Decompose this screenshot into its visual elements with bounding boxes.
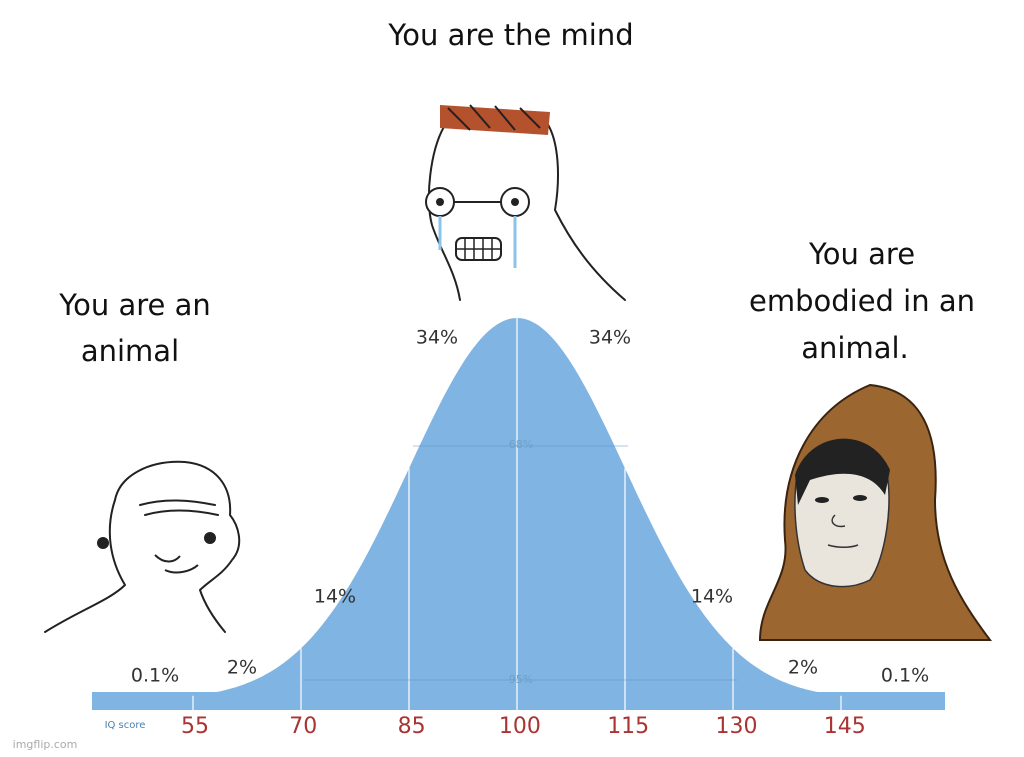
tick-label: 100 [499, 714, 541, 739]
left-caption: animal [81, 334, 179, 368]
watermark: imgflip.com [13, 738, 78, 751]
right-figure [758, 383, 992, 641]
percent-label: 34% [589, 327, 631, 349]
curve-area [92, 318, 945, 700]
inner-label: 68% [509, 438, 533, 451]
bell-curve [92, 318, 945, 710]
ticks: 55 70 85 100 115 130 145 [181, 714, 866, 739]
tick-label: 130 [716, 714, 758, 739]
tick-label: 115 [607, 714, 649, 739]
baseline-band [92, 692, 945, 710]
left-face [44, 460, 241, 633]
percent-label: 0.1% [131, 665, 179, 687]
percent-label: 14% [314, 586, 356, 608]
percent-label: 0.1% [881, 665, 929, 687]
tick-label: 55 [181, 714, 209, 739]
tick-label: 70 [289, 714, 317, 739]
inner-label: 95% [509, 673, 533, 686]
percent-label: 14% [691, 586, 733, 608]
percent-label: 2% [227, 657, 257, 679]
top-caption: You are the mind [387, 18, 633, 52]
percent-label: 34% [416, 327, 458, 349]
tick-label: 85 [398, 714, 426, 739]
tick-label: 145 [824, 714, 866, 739]
middle-face [425, 104, 626, 301]
right-caption: embodied in an [749, 284, 975, 318]
left-caption: You are an [58, 288, 210, 322]
right-caption: animal. [801, 331, 909, 365]
percent-label: 2% [788, 657, 818, 679]
right-caption: You are [808, 237, 915, 271]
axis-label: IQ score [105, 720, 146, 731]
